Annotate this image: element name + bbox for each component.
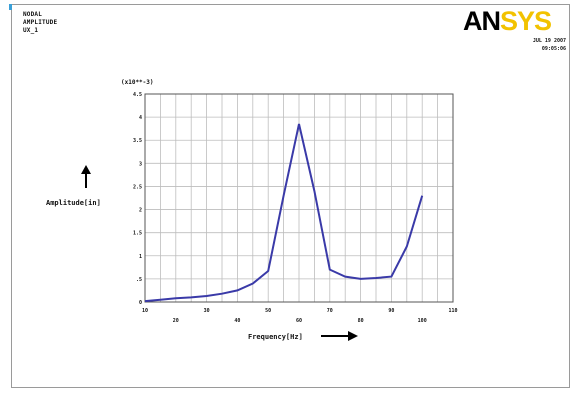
y-tick-labels: 0 .5 1 1.5 2 2.5 3 3.5 4 4.5 [133,92,142,306]
x-tick-label: 100 [418,318,427,324]
y-tick-label: 0 [139,300,142,306]
y-tick-label: 1 [139,254,142,260]
y-tick-label: .5 [136,277,142,283]
amplitude-series-line [144,123,424,303]
x-tick-label: 70 [327,308,333,314]
x-axis-label: Frequency[Hz] [248,333,303,341]
header-line-3: UX_1 [23,27,39,34]
x-tick-label: 110 [448,308,457,314]
x-tick-label: 10 [142,308,148,314]
header-line-2: AMPLITUDE [23,19,58,26]
y-tick-label: 3 [139,161,142,167]
time-text: 09:05:06 [541,46,566,52]
ansys-logo: ANSYS [463,6,552,36]
x-tick-label: 80 [358,318,364,324]
y-tick-label: 2.5 [133,184,142,190]
x-axis-arrow-icon [321,331,358,341]
plot-border [144,93,454,303]
x-tick-label: 90 [388,308,394,314]
x-tick-label: 60 [296,318,302,324]
y-axis-label: Amplitude[in] [46,199,101,207]
window-corner-mark [9,4,12,10]
x-tick-labels: 10 20 30 40 50 60 70 80 90 100 110 [142,308,458,324]
header-info: NODAL AMPLITUDE UX_1 [23,11,57,35]
header-line-1: NODAL [23,11,43,18]
x-tick-label: 40 [234,318,240,324]
y-tick-label: 2 [139,208,142,214]
date-text: JUL 19 2007 [532,38,566,44]
y-tick-label: 4.5 [133,92,142,98]
y-axis-arrow-icon [81,165,91,188]
x-tick-label: 50 [265,308,271,314]
datetime-info: JUL 19 2007 09:05:06 [533,37,566,53]
plot-window [11,4,570,388]
x-tick-label: 30 [204,308,210,314]
x-tick-label: 20 [173,318,179,324]
y-tick-label: 4 [139,115,142,121]
y-multiplier-label: (x10**-3) [121,79,154,86]
y-tick-label: 1.5 [133,231,142,237]
y-tick-label: 3.5 [133,138,142,144]
